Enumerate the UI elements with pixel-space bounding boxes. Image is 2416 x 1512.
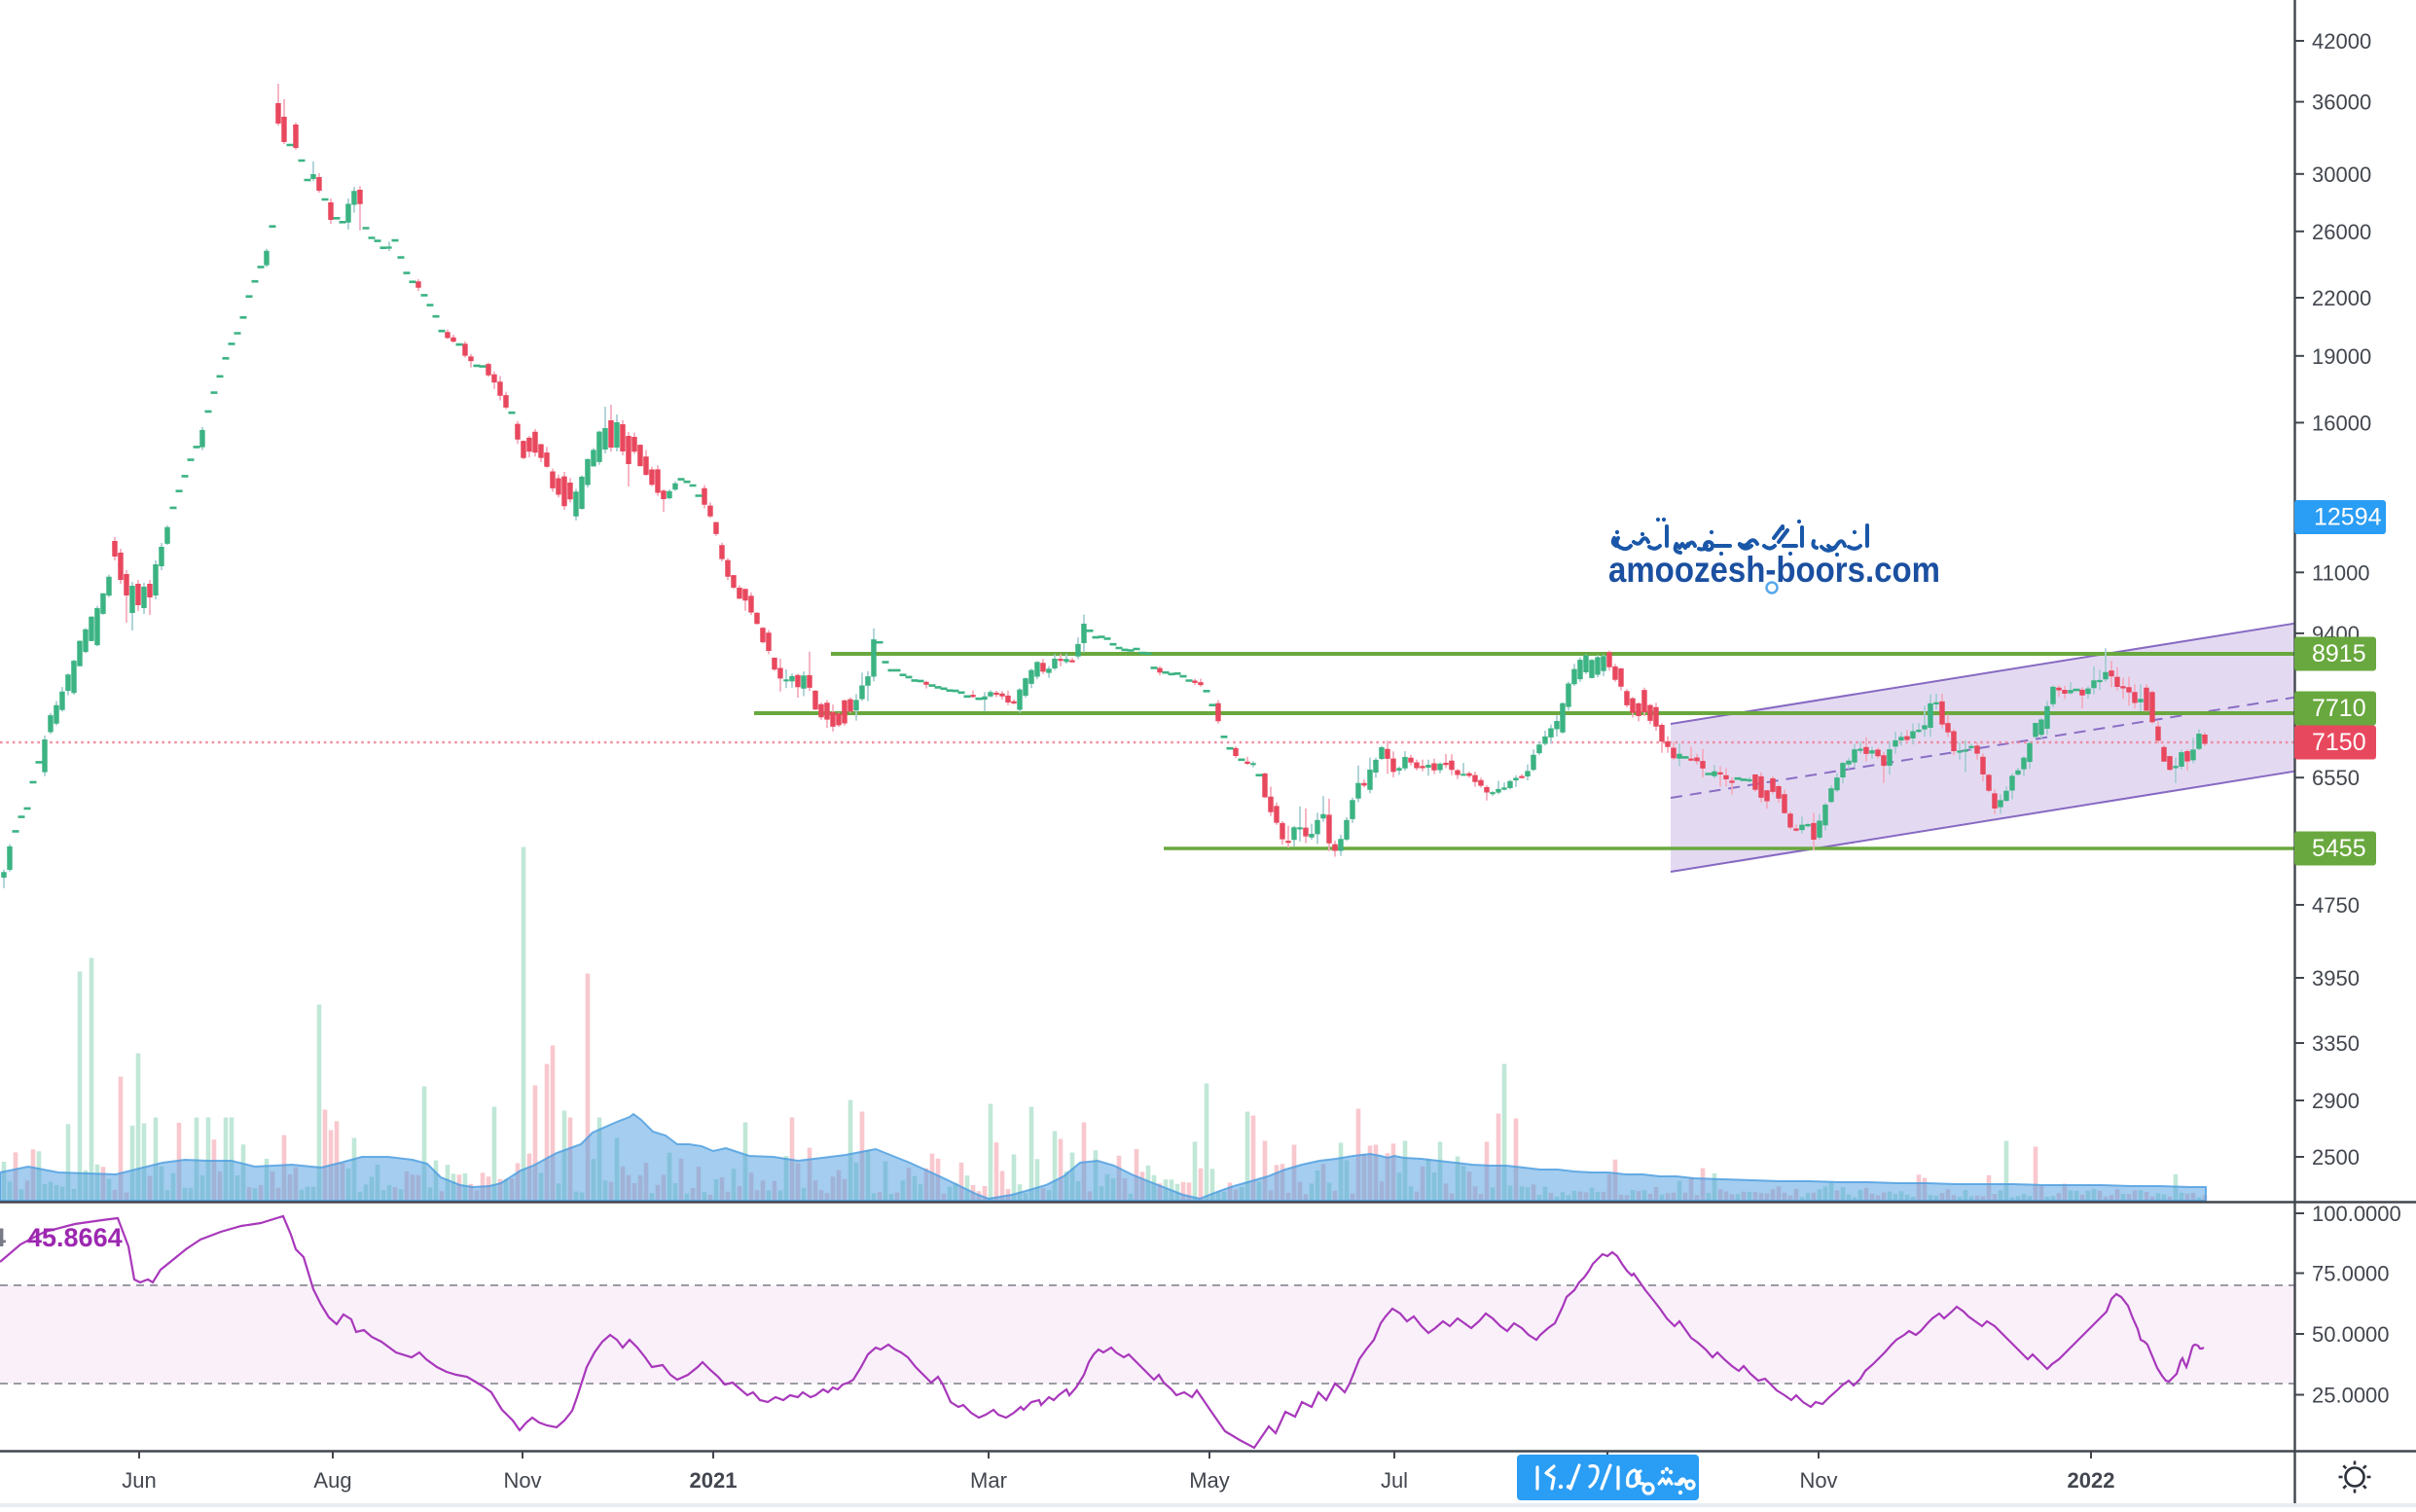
- svg-text:Nov: Nov: [1799, 1468, 1837, 1493]
- svg-text:Nov: Nov: [503, 1468, 541, 1493]
- svg-text:May: May: [1189, 1468, 1230, 1493]
- svg-text:6550: 6550: [2312, 766, 2360, 790]
- svg-text:50.0000: 50.0000: [2312, 1322, 2390, 1347]
- svg-text:2500: 2500: [2312, 1145, 2360, 1170]
- svg-text:100.0000: 100.0000: [2312, 1202, 2401, 1226]
- svg-text:3350: 3350: [2312, 1031, 2360, 1056]
- svg-text:26000: 26000: [2312, 220, 2371, 244]
- svg-text:12594: 12594: [2314, 504, 2382, 531]
- svg-text:45.8664: 45.8664: [27, 1223, 123, 1252]
- svg-text:8915: 8915: [2312, 640, 2366, 667]
- svg-text:30000: 30000: [2312, 162, 2371, 187]
- svg-text:19000: 19000: [2312, 344, 2371, 369]
- svg-text:36000: 36000: [2312, 90, 2371, 115]
- svg-text:7710: 7710: [2312, 695, 2366, 722]
- svg-text:Jul: Jul: [1381, 1468, 1408, 1493]
- svg-text:4750: 4750: [2312, 893, 2360, 918]
- svg-text:Jun: Jun: [122, 1468, 156, 1493]
- svg-text:7150: 7150: [2312, 729, 2366, 756]
- svg-text:Mar: Mar: [970, 1468, 1007, 1493]
- svg-text:42000: 42000: [2312, 29, 2371, 54]
- svg-text:16000: 16000: [2312, 411, 2371, 435]
- svg-text:2900: 2900: [2312, 1089, 2360, 1113]
- svg-text:22000: 22000: [2312, 286, 2371, 310]
- svg-text:3950: 3950: [2312, 966, 2360, 990]
- svg-text:4: 4: [0, 1223, 6, 1252]
- svg-text:25.0000: 25.0000: [2312, 1384, 2390, 1408]
- svg-text:2022: 2022: [2068, 1468, 2115, 1493]
- svg-text:2021: 2021: [690, 1468, 738, 1493]
- svg-text:11000: 11000: [2312, 560, 2370, 585]
- svg-text:Aug: Aug: [313, 1468, 351, 1493]
- svg-text:5455: 5455: [2312, 835, 2366, 862]
- svg-text:75.0000: 75.0000: [2312, 1262, 2390, 1286]
